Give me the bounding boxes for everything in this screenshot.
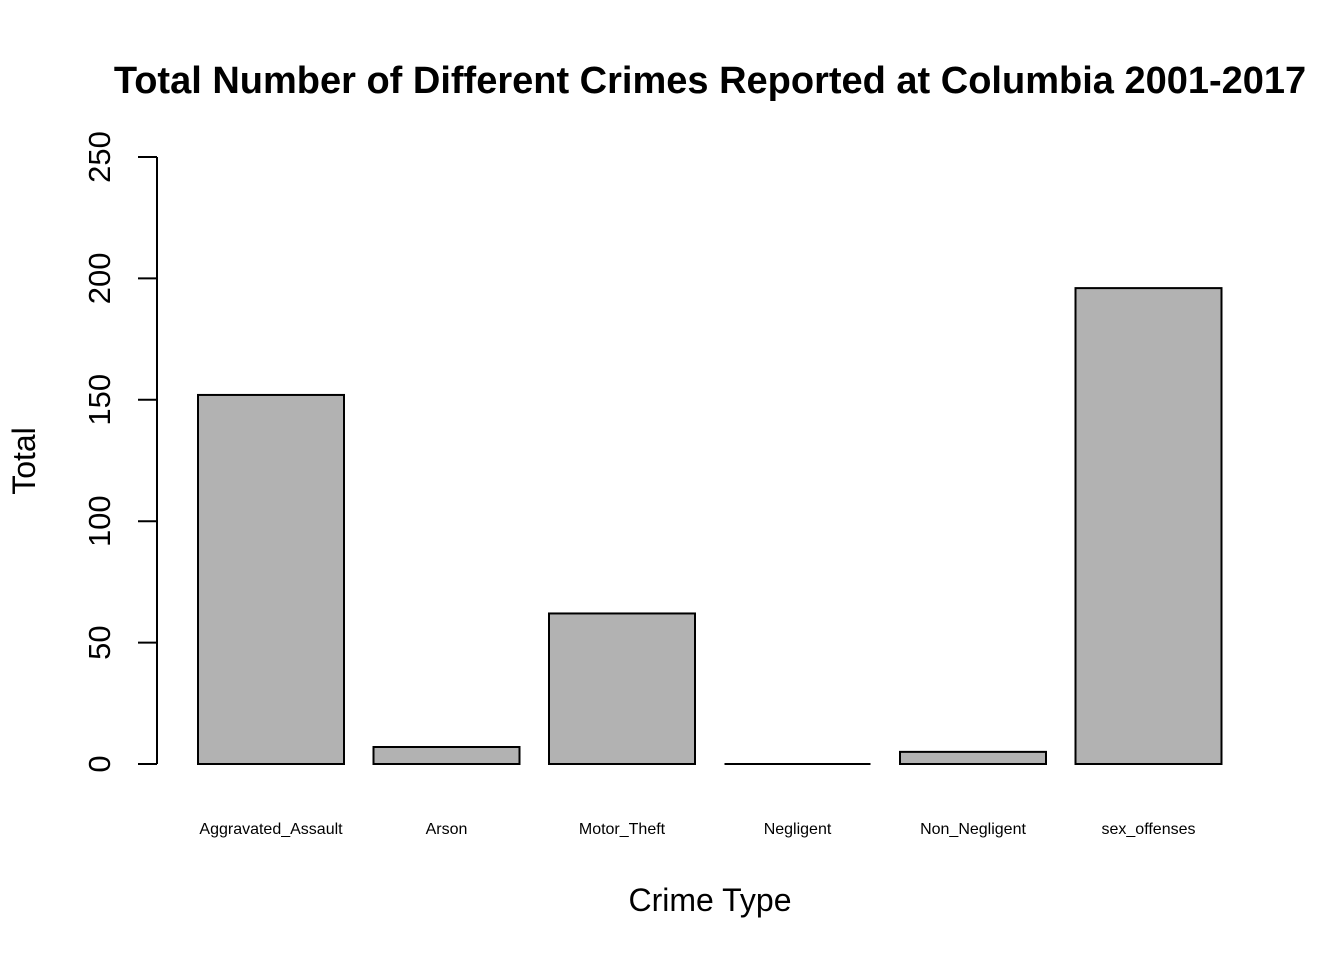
y-axis: 0 50 100 150 200 250 [82, 131, 158, 773]
y-tick-label: 50 [82, 625, 117, 659]
x-tick-label: Aggravated_Assault [199, 821, 343, 838]
y-tick-label: 0 [82, 755, 117, 772]
bar-sex-offenses [1074, 287, 1223, 765]
x-tick-labels: Aggravated_Assault Arson Motor_Theft Neglig… [199, 821, 1195, 838]
x-tick-label: Negligent [764, 821, 832, 838]
y-tick-label: 150 [82, 374, 117, 426]
x-tick-label: Non_Negligent [920, 821, 1026, 838]
bar-non-negligent [899, 750, 1047, 765]
x-axis-label: Crime Type [628, 882, 791, 918]
y-tick-label: 200 [82, 253, 117, 305]
x-tick-label: Arson [426, 821, 468, 838]
y-axis-label: Total [6, 427, 42, 495]
x-tick-label: Motor_Theft [579, 821, 666, 838]
y-ticks: 0 50 100 150 200 250 [82, 131, 157, 773]
y-tick-label: 100 [82, 495, 117, 547]
x-tick-label: sex_offenses [1102, 821, 1196, 838]
bar-arson [372, 746, 521, 766]
bar-motor-theft [548, 612, 696, 765]
y-tick-label: 250 [82, 131, 117, 183]
chart-title: Total Number of Different Crimes Reporte… [114, 60, 1306, 102]
bars [197, 287, 1223, 766]
bar-aggravated-assault [197, 393, 345, 765]
